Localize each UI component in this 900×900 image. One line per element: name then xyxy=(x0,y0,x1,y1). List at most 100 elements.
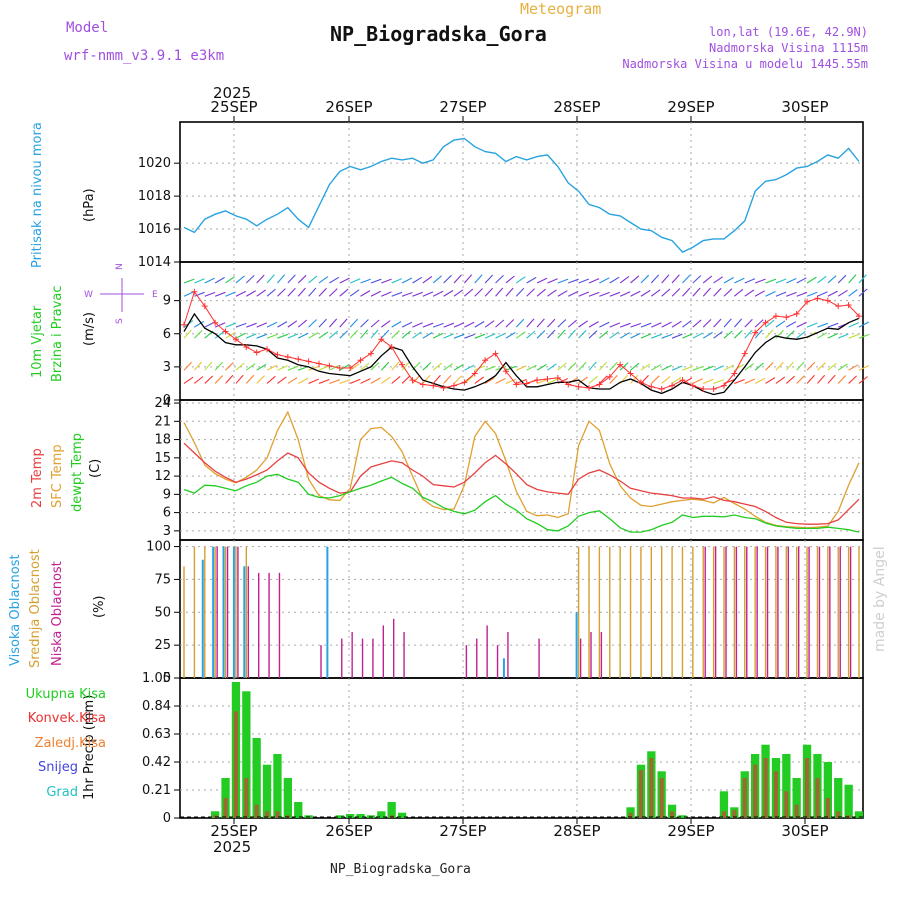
wind-arrow xyxy=(370,319,380,328)
wind-gust-marker xyxy=(617,361,624,368)
precip-legend-total: Ukupna Kisa xyxy=(25,687,106,702)
wind-arrow xyxy=(557,329,566,339)
wind-arrow xyxy=(557,362,567,371)
wind-arrow xyxy=(630,362,640,371)
wind-arrow xyxy=(225,322,236,328)
precip-legend-convective: Konvek.Kisa xyxy=(27,711,106,726)
wind-arrow xyxy=(734,288,744,297)
wind-arrow xyxy=(235,374,244,384)
wind-gust-marker xyxy=(378,336,385,343)
wind-arrow xyxy=(391,321,402,328)
wind-arrow xyxy=(515,276,526,284)
precip-total-bar xyxy=(387,802,396,818)
wind-arrow xyxy=(547,378,558,384)
wind-arrow xyxy=(474,365,486,371)
wind-arrow xyxy=(775,376,786,384)
wind-arrow xyxy=(599,291,610,297)
wind-arrow xyxy=(453,364,464,371)
wind-gust-marker xyxy=(326,362,333,369)
wind-arrow xyxy=(692,319,702,328)
wind-arrow xyxy=(287,274,296,284)
wind-arrow xyxy=(422,332,433,339)
wind-arrow xyxy=(588,278,600,284)
wind-gust-marker xyxy=(856,313,862,320)
wind-arrow xyxy=(526,318,535,328)
wind-arrow xyxy=(744,378,756,384)
wind-arrow xyxy=(702,331,713,339)
wind-arrow xyxy=(318,276,329,284)
wind-arrow xyxy=(754,362,764,371)
wind-arrow xyxy=(838,333,849,339)
wind-gust-marker xyxy=(451,382,457,389)
wind-arrow xyxy=(308,332,319,339)
wind-arrow xyxy=(412,276,423,284)
wind-arrow xyxy=(713,276,724,284)
wind-arrow xyxy=(806,374,815,384)
wind-arrow xyxy=(692,365,704,371)
precip-total-bar xyxy=(242,691,251,818)
wind-arrow xyxy=(297,287,306,297)
wind-arrow xyxy=(640,322,652,328)
precip-convective-bar xyxy=(732,810,737,818)
wind-arrow xyxy=(837,289,848,297)
wind-arrow xyxy=(682,320,692,328)
wind-arrow xyxy=(733,318,743,328)
precip-total-bar xyxy=(346,814,355,818)
wind-arrow xyxy=(422,276,433,284)
wind-arrow xyxy=(329,364,340,371)
wind-arrow xyxy=(567,319,578,328)
wind-arrow xyxy=(568,278,579,284)
precip-convective-bar xyxy=(763,758,768,818)
wind-arrow xyxy=(235,275,245,284)
wind-arrow xyxy=(432,374,441,384)
wind-arrow xyxy=(380,329,390,339)
dewpt-line xyxy=(183,473,860,533)
wind-arrow xyxy=(225,362,234,371)
wind-arrow xyxy=(474,376,485,384)
wind-arrow xyxy=(328,318,338,328)
wind-arrow xyxy=(786,291,797,297)
y-tick-label-4: 0.42 xyxy=(142,755,171,770)
wind-arrow xyxy=(536,277,548,284)
wind-arrow xyxy=(744,318,753,328)
wind-arrow xyxy=(671,365,683,371)
precip-total-bar xyxy=(377,811,386,818)
wind-arrow xyxy=(536,364,547,371)
wind-arrow xyxy=(609,276,620,284)
wind-arrow xyxy=(484,320,495,328)
wind-gust-marker xyxy=(752,329,759,336)
wind-arrow xyxy=(183,361,192,371)
wind-arrow xyxy=(235,322,247,328)
wind-arrow xyxy=(204,291,216,297)
compass-north: N xyxy=(115,263,125,270)
wind-arrow xyxy=(495,287,504,297)
wind-arrow xyxy=(848,322,859,328)
wind-gust-marker xyxy=(430,382,437,389)
wind-arrow xyxy=(619,362,629,371)
wind-arrow xyxy=(713,318,722,328)
wind-arrow xyxy=(796,321,807,328)
wind-arrow xyxy=(619,275,630,284)
wind-arrow xyxy=(692,378,703,384)
wind-arrow xyxy=(266,375,276,384)
panel-frame-4 xyxy=(179,677,864,819)
wind-arrow xyxy=(443,274,452,284)
wind-gust-marker xyxy=(264,346,271,353)
wind-gust-marker xyxy=(388,344,395,351)
wind-arrow xyxy=(349,278,361,284)
wind-arrow xyxy=(329,330,339,339)
wind-arrow xyxy=(308,378,319,384)
wind-arrow xyxy=(827,333,839,339)
wind-arrow xyxy=(505,275,515,284)
wind-arrow xyxy=(827,290,838,297)
wind-arrow xyxy=(412,291,423,297)
wind-arrow xyxy=(692,332,703,339)
wind-arrow xyxy=(765,291,776,297)
wind-arrow xyxy=(194,320,204,328)
wind-arrow xyxy=(360,278,371,284)
wind-arrow xyxy=(515,331,526,339)
y-tick-label-2: 21 xyxy=(154,414,171,429)
wind-arrow xyxy=(349,363,360,371)
wind-gust-marker xyxy=(305,358,312,365)
wind-arrow xyxy=(432,332,444,339)
